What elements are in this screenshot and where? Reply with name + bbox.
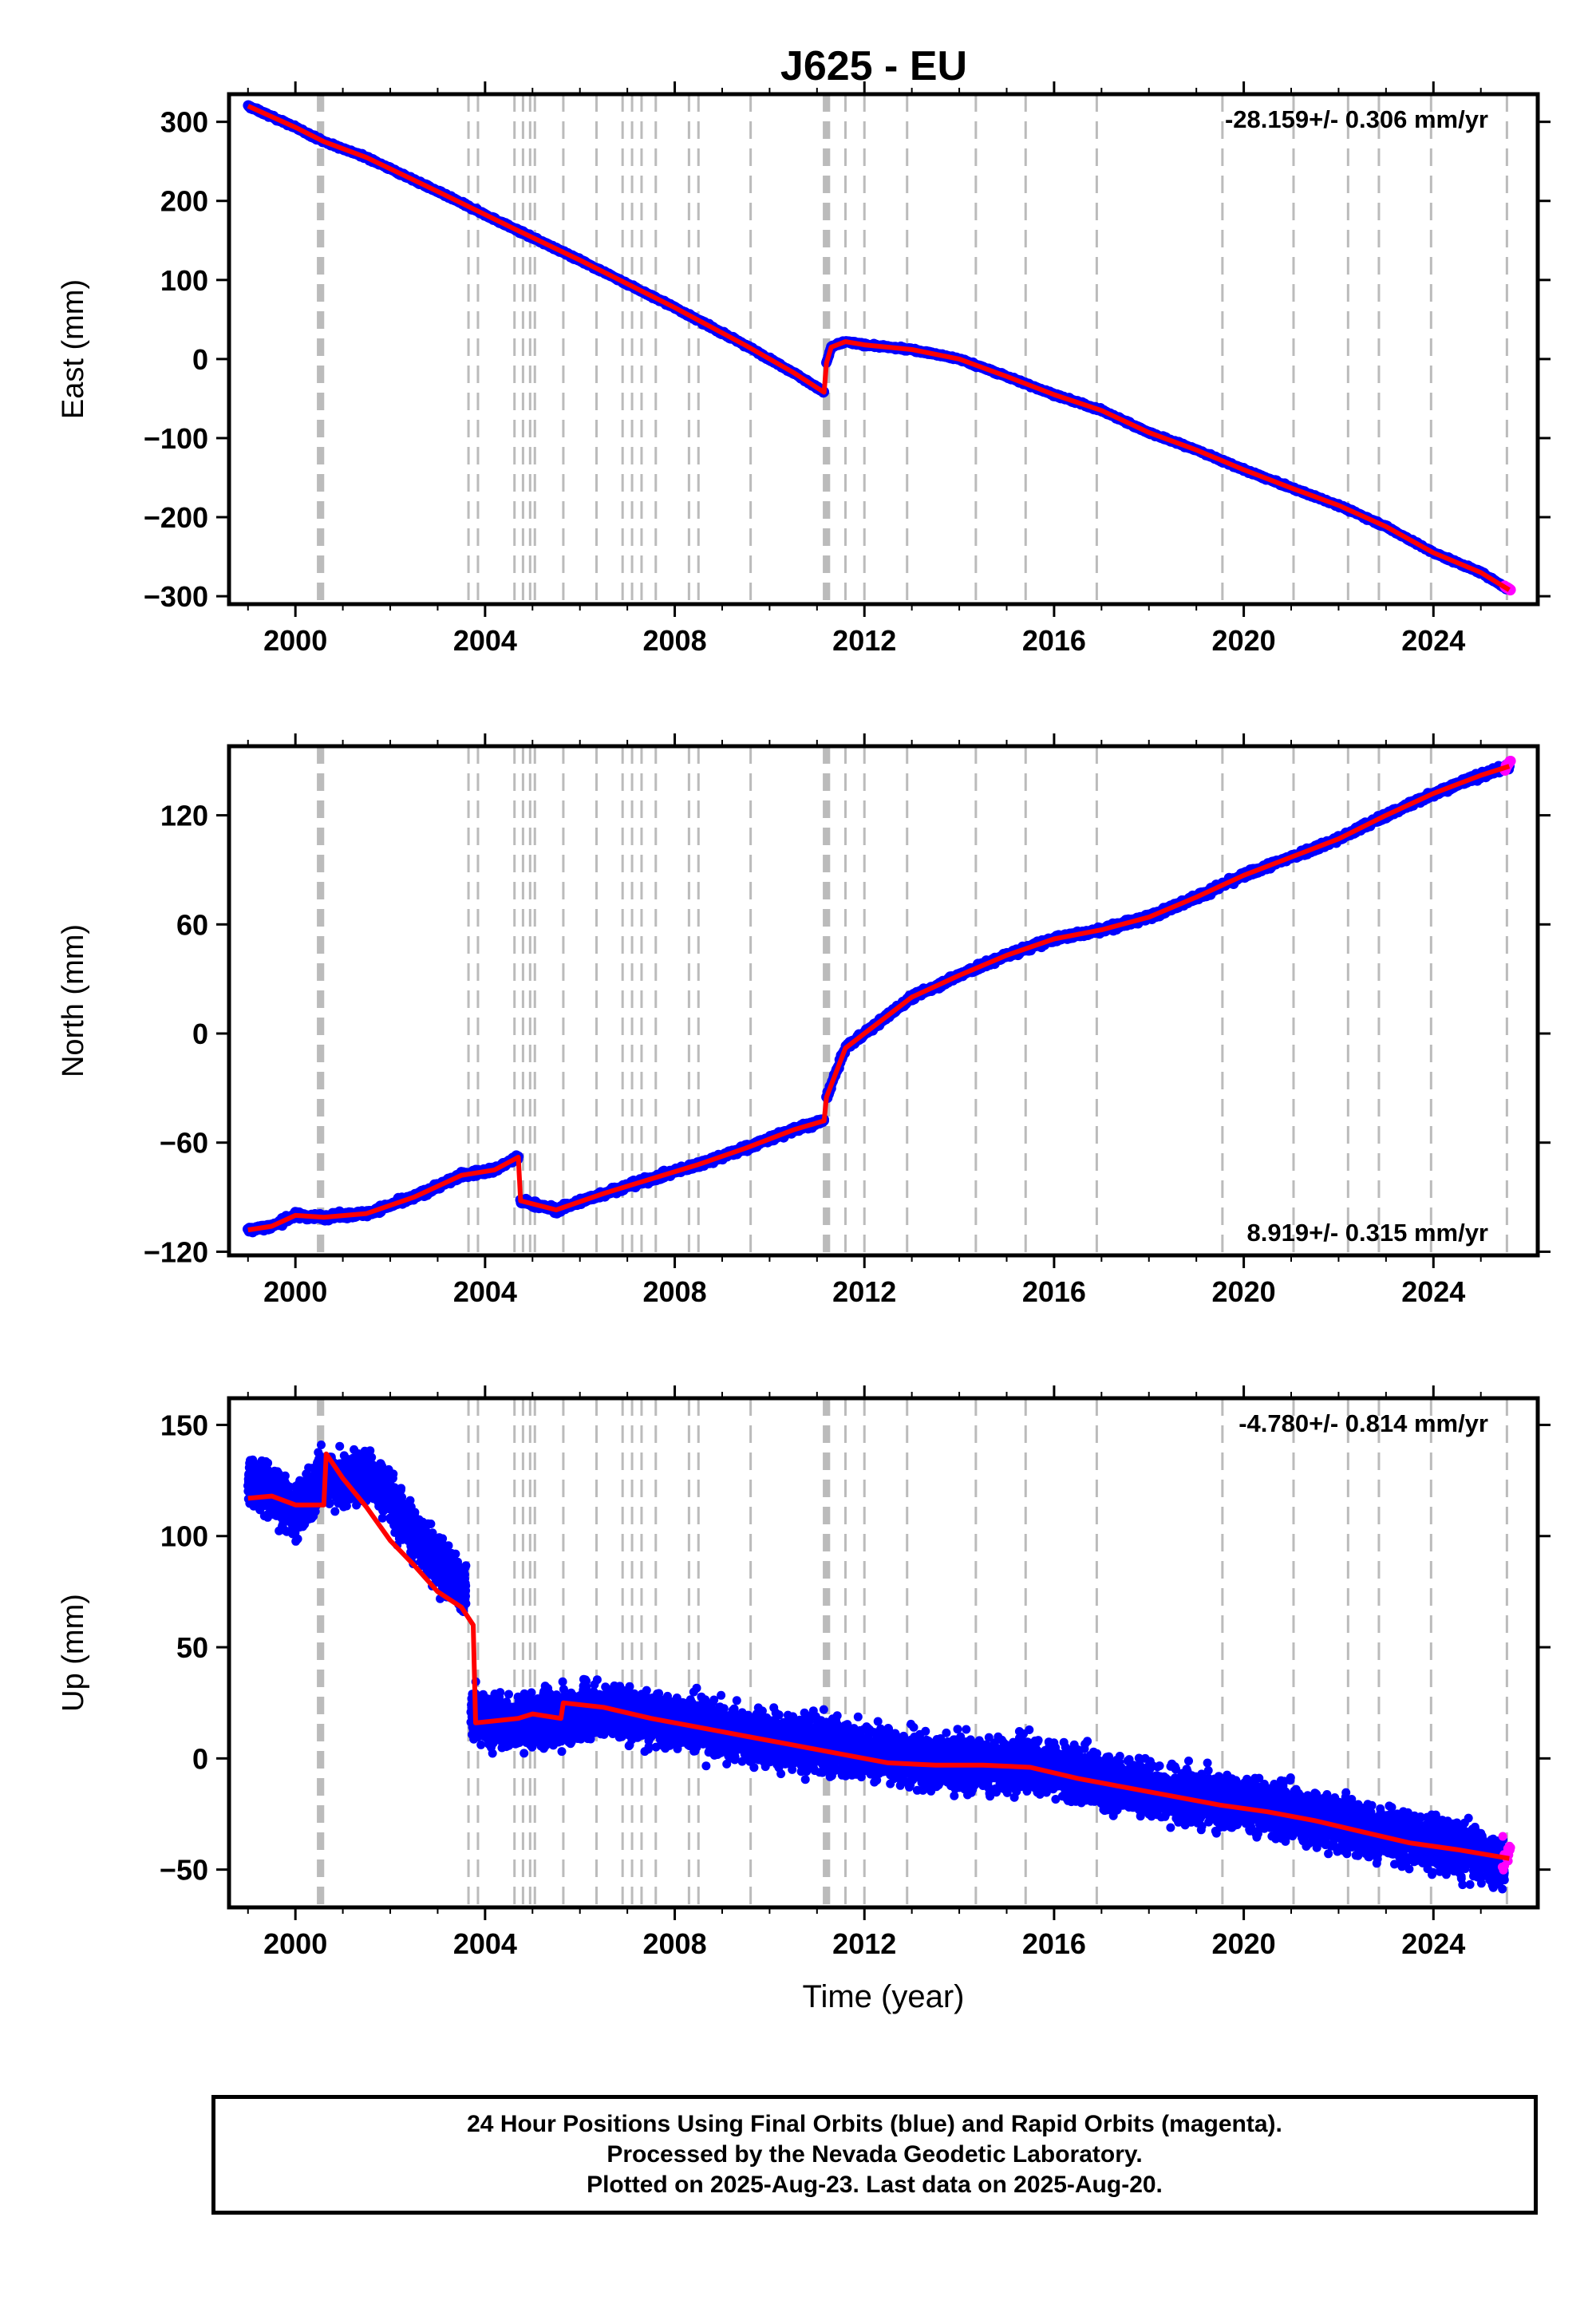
final-orbit-points: [243, 759, 1515, 1238]
y-tick-label: 100: [160, 264, 208, 297]
rate-label: -28.159+/- 0.306 mm/yr: [1225, 105, 1488, 133]
y-tick-label: 300: [160, 106, 208, 139]
panel-1: 2000 2004 2008 2012 2016 2020 2024 300 200 100 0 −1…: [57, 81, 1551, 657]
panel-frame: [227, 92, 1540, 607]
panel-2: 2000 2004 2008 2012 2016 2020 2024120600−60−12…: [57, 733, 1551, 1308]
panel-plot-area: [243, 746, 1516, 1255]
x-tick-label: 2004: [453, 624, 517, 657]
panel-plot-area: [243, 94, 1516, 604]
x-tick-label: 2020: [1212, 624, 1276, 657]
y-axis-label: East (mm): [57, 279, 90, 419]
x-tick-label: 2000: [263, 624, 327, 657]
x-tick-label: 2008: [643, 624, 707, 657]
model-fit-line: [247, 104, 1511, 592]
y-tick-label: −100: [144, 422, 208, 455]
y-tick-label: 0: [192, 343, 208, 376]
chart-title: J625 - EU: [780, 43, 967, 89]
x-tick-label: 2024: [1401, 624, 1465, 657]
gps-timeseries-chart: J625 - EU 2000 2004 2008 2012 2016 2020 202430…: [57, 43, 1551, 2014]
y-tick-label: −200: [144, 501, 208, 534]
x-tick-label: 2016: [1022, 624, 1086, 657]
y-tick-label: −300: [144, 580, 208, 613]
y-tick-label: 200: [160, 185, 208, 218]
x-tick-label: 2012: [832, 624, 896, 657]
